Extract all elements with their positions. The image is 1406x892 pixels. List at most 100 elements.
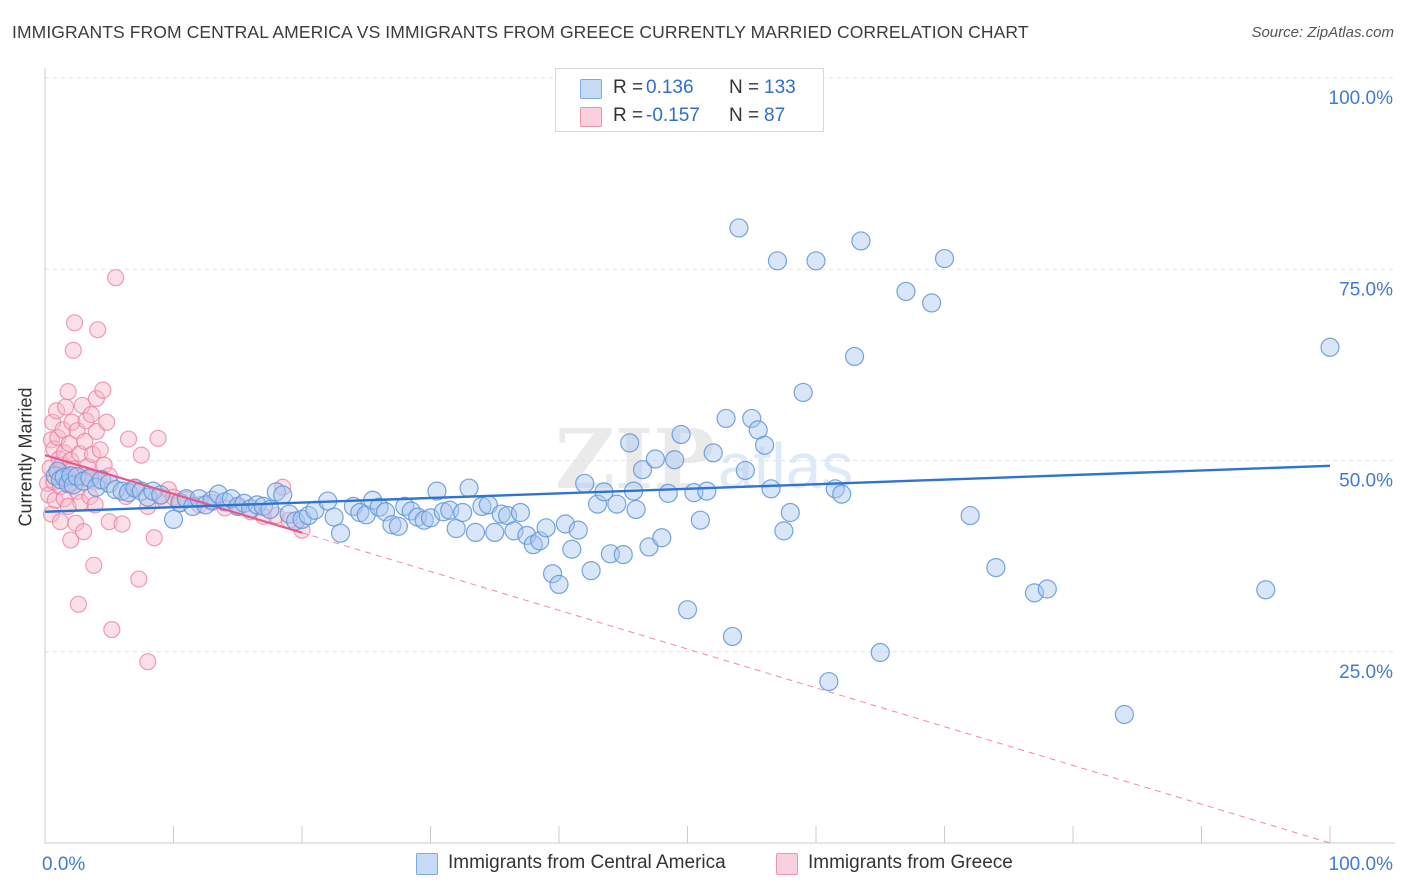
data-point-greece xyxy=(113,515,131,533)
data-point-central-america xyxy=(1114,704,1135,725)
data-point-central-america xyxy=(722,626,743,647)
data-point-greece xyxy=(59,383,77,401)
data-point-central-america xyxy=(1256,580,1276,600)
data-point-greece xyxy=(47,402,66,420)
data-point-greece xyxy=(107,269,125,287)
data-point-central-america xyxy=(388,516,408,536)
legend-label: Immigrants from Central America xyxy=(448,852,726,873)
legend-stats-row-blue: R = 0.136 N = 133 xyxy=(556,73,823,101)
r-value: -0.157 xyxy=(646,105,700,126)
data-point-central-america xyxy=(729,218,749,238)
data-point-central-america xyxy=(851,231,871,251)
n-value: 87 xyxy=(764,105,786,126)
data-point-central-america xyxy=(453,502,473,523)
data-point-central-america xyxy=(536,518,556,538)
data-point-central-america xyxy=(819,671,839,692)
data-point-greece xyxy=(56,398,75,416)
data-point-central-america xyxy=(568,520,588,540)
r-label: R = xyxy=(613,77,644,98)
data-point-central-america xyxy=(690,510,710,530)
x-tick-label: 100.0% xyxy=(1329,854,1394,875)
data-point-central-america xyxy=(581,561,601,581)
data-point-central-america xyxy=(665,450,685,470)
source-label: Source: ZipAtlas.com xyxy=(1251,24,1394,41)
data-point-central-america xyxy=(459,478,479,498)
data-point-greece xyxy=(89,321,107,339)
data-point-greece xyxy=(85,556,103,574)
data-point-greece xyxy=(119,430,138,448)
data-point-central-america xyxy=(934,248,955,269)
data-point-greece xyxy=(130,570,148,588)
data-point-central-america xyxy=(587,494,608,514)
data-point-greece xyxy=(76,432,94,450)
data-point-central-america xyxy=(433,502,453,522)
r-label: R = xyxy=(613,105,644,126)
legend-swatch-blue xyxy=(580,79,602,99)
data-point-greece xyxy=(149,429,167,447)
data-point-central-america xyxy=(735,460,755,481)
data-point-central-america xyxy=(221,489,241,509)
data-point-central-america xyxy=(620,433,640,453)
data-point-central-america xyxy=(793,382,813,403)
r-value: 0.136 xyxy=(646,77,694,98)
data-point-greece xyxy=(64,341,82,359)
data-point-central-america xyxy=(324,507,344,527)
data-point-central-america xyxy=(491,504,511,524)
data-point-central-america xyxy=(870,642,890,663)
data-point-greece xyxy=(63,413,81,431)
data-point-central-america xyxy=(1037,579,1057,599)
legend-swatch-blue xyxy=(416,853,438,875)
data-point-central-america xyxy=(754,435,775,455)
data-point-central-america xyxy=(697,481,717,501)
data-point-central-america xyxy=(658,483,678,503)
data-point-greece xyxy=(51,513,70,531)
n-label: N = xyxy=(729,77,760,98)
data-point-greece xyxy=(145,529,163,547)
data-point-central-america xyxy=(330,523,351,543)
data-point-central-america xyxy=(626,499,646,520)
data-point-greece xyxy=(100,513,118,531)
legend-swatch-pink xyxy=(776,853,798,875)
trendline-greece-extension xyxy=(301,532,1331,844)
data-point-central-america xyxy=(446,518,466,539)
legend-swatch-pink xyxy=(580,107,602,127)
data-point-central-america xyxy=(832,484,852,504)
y-tick-label: 100.0% xyxy=(1329,88,1394,109)
data-point-central-america xyxy=(485,522,505,543)
data-point-central-america xyxy=(510,502,531,523)
data-point-greece xyxy=(103,620,121,639)
data-point-central-america xyxy=(542,564,563,584)
chart-title: IMMIGRANTS FROM CENTRAL AMERICA VS IMMIG… xyxy=(12,22,1029,42)
data-point-central-america xyxy=(1320,337,1340,357)
data-point-central-america xyxy=(677,600,698,620)
data-point-central-america xyxy=(298,505,319,526)
data-point-central-america xyxy=(742,408,762,429)
data-point-central-america xyxy=(986,557,1006,578)
data-point-central-america xyxy=(767,251,788,271)
n-value: 133 xyxy=(764,77,796,98)
data-point-central-america xyxy=(806,251,826,271)
data-point-central-america xyxy=(1024,583,1045,603)
n-label: N = xyxy=(729,105,760,126)
data-point-greece xyxy=(132,446,150,464)
data-point-central-america xyxy=(427,481,447,501)
data-point-central-america xyxy=(607,494,627,514)
data-point-central-america xyxy=(960,505,980,526)
y-axis-label: Currently Married xyxy=(15,387,36,527)
data-point-central-america xyxy=(613,544,633,565)
data-point-central-america xyxy=(671,424,691,445)
data-point-central-america xyxy=(645,449,665,469)
legend-stats: R = 0.136 N = 133 R = -0.157 N = 87 xyxy=(555,68,824,132)
data-point-central-america xyxy=(504,521,524,541)
data-point-central-america xyxy=(844,346,865,367)
data-point-central-america xyxy=(562,539,582,559)
data-point-central-america xyxy=(632,460,653,480)
data-point-greece xyxy=(62,531,80,549)
trendline-greece xyxy=(44,454,303,534)
data-point-greece xyxy=(74,523,93,541)
watermark-atlas: atlas xyxy=(718,430,853,502)
y-tick-label: 75.0% xyxy=(1339,279,1393,300)
data-point-greece xyxy=(65,314,84,332)
data-point-central-america xyxy=(652,528,672,548)
